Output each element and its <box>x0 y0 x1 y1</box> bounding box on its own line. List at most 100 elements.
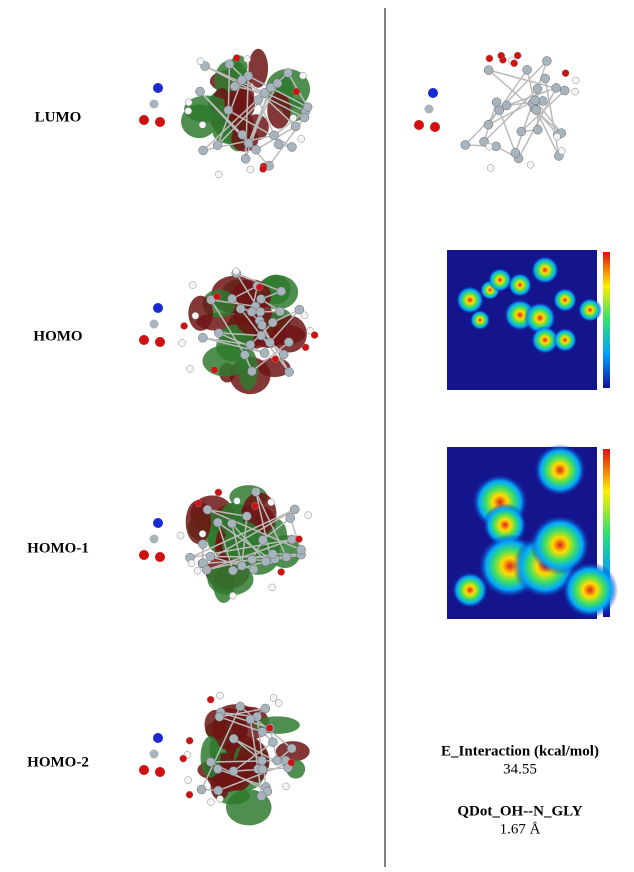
atom <box>199 530 206 537</box>
atom <box>225 60 234 69</box>
atom <box>257 792 266 801</box>
atom <box>237 75 246 84</box>
atom <box>237 561 246 570</box>
atom <box>552 83 561 92</box>
atom <box>153 303 163 313</box>
atom <box>150 535 159 544</box>
atom <box>240 350 249 359</box>
atom <box>256 307 265 316</box>
atom <box>261 557 270 566</box>
atom <box>572 77 579 84</box>
atom <box>213 141 222 150</box>
atom <box>228 566 237 575</box>
atom <box>179 339 186 346</box>
atom <box>139 765 149 775</box>
page: LUMO HOMO HOMO-1 HOMO-2 E_Interaction (k… <box>0 0 634 872</box>
row-label: LUMO <box>35 109 82 125</box>
atom <box>217 692 224 699</box>
atom <box>229 592 236 599</box>
atom <box>283 68 292 77</box>
atom <box>288 759 295 766</box>
atom <box>562 70 569 77</box>
atom <box>266 725 273 732</box>
atom <box>155 767 165 777</box>
atom <box>261 704 270 713</box>
atom <box>541 74 550 83</box>
atom <box>252 502 259 509</box>
row-label: HOMO-2 <box>27 754 89 770</box>
row-label: HOMO-1 <box>27 540 89 556</box>
atom <box>290 505 299 514</box>
atom <box>214 293 221 300</box>
atom <box>251 487 260 496</box>
atom <box>282 553 291 562</box>
atom <box>269 584 276 591</box>
atom <box>192 312 199 319</box>
atom <box>560 86 569 95</box>
atom <box>197 58 204 65</box>
atom <box>484 66 493 75</box>
atom <box>241 154 250 163</box>
atom <box>527 161 534 168</box>
atom <box>155 117 165 127</box>
heat-spot <box>578 298 602 322</box>
atom <box>227 519 236 528</box>
atom <box>275 700 282 707</box>
atom <box>523 65 532 74</box>
atom <box>414 120 424 130</box>
atom <box>186 737 193 744</box>
atom <box>188 560 195 567</box>
colorbar <box>603 252 610 388</box>
atom <box>189 282 196 289</box>
atom <box>215 712 224 721</box>
atom <box>554 133 561 140</box>
atom <box>150 750 159 759</box>
atom <box>214 786 223 795</box>
atom <box>531 96 540 105</box>
atom <box>155 337 165 347</box>
atom <box>195 500 202 507</box>
atom <box>246 715 255 724</box>
atom <box>248 555 257 564</box>
atom <box>198 333 207 342</box>
atom <box>185 777 192 784</box>
atom <box>298 135 305 142</box>
atom <box>293 88 300 95</box>
atom <box>277 287 286 296</box>
atom <box>258 535 267 544</box>
atom <box>533 125 542 134</box>
bond <box>488 70 527 125</box>
atom <box>207 799 214 806</box>
atom <box>484 120 493 129</box>
atom <box>302 344 309 351</box>
atom <box>153 733 163 743</box>
atom <box>295 536 302 543</box>
atom <box>230 82 239 91</box>
figure: LUMO HOMO HOMO-1 HOMO-2 E_Interaction (k… <box>0 0 634 867</box>
atom <box>153 518 163 528</box>
atom <box>224 106 233 115</box>
row-label: HOMO <box>33 328 82 344</box>
atom <box>273 756 282 765</box>
atom <box>275 307 284 316</box>
atom <box>185 108 192 115</box>
atom <box>187 365 194 372</box>
atom <box>268 550 277 559</box>
atom <box>246 340 255 349</box>
heat-spot <box>452 572 488 608</box>
atom <box>206 758 215 767</box>
atom <box>199 146 208 155</box>
atom <box>181 322 188 329</box>
heat-spot <box>508 273 532 297</box>
atom <box>495 106 504 115</box>
atom <box>213 765 222 774</box>
atom <box>197 785 206 794</box>
heat-spot <box>531 256 559 284</box>
atom <box>511 148 520 157</box>
atom <box>215 489 222 496</box>
bond <box>499 110 515 153</box>
heat-spot <box>456 286 484 314</box>
heat-spot <box>553 288 577 312</box>
atom <box>256 295 265 304</box>
atom <box>487 164 494 171</box>
